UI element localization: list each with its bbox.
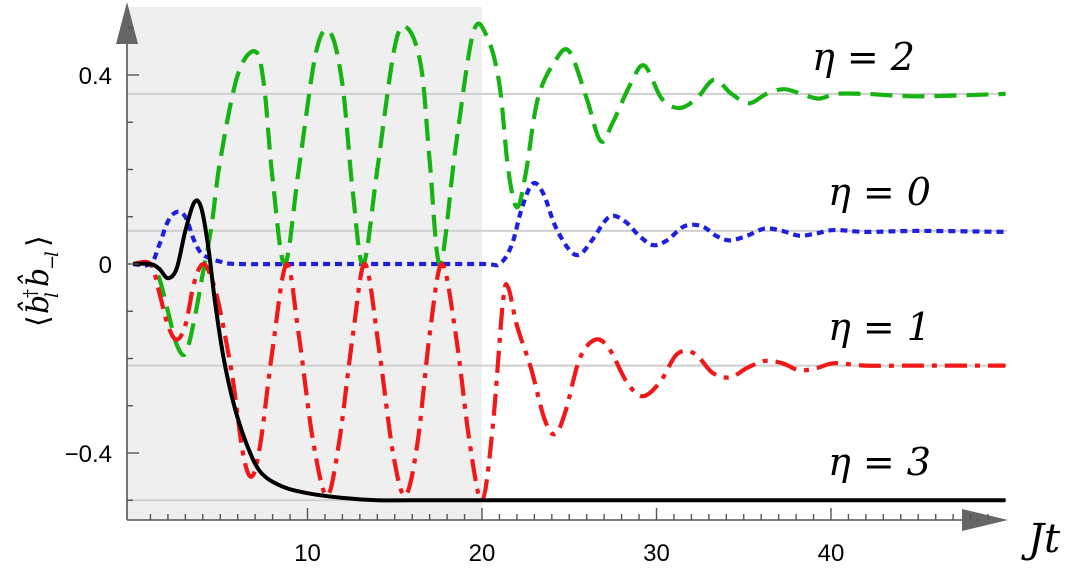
svg-text:−: − xyxy=(42,255,63,270)
series-label: η = 3 xyxy=(828,440,931,484)
series-line-2 xyxy=(132,21,1006,358)
x-axis-arrow-icon xyxy=(962,509,1008,531)
x-tick-label: 40 xyxy=(818,540,845,567)
series-layer xyxy=(132,21,1006,503)
series-line-1 xyxy=(132,259,1006,503)
svg-text:b̂: b̂ xyxy=(17,268,56,287)
y-axis-label: ⟨ b̂ † l b̂ − l ⟩ xyxy=(17,235,63,327)
x-tick-label: 10 xyxy=(294,540,321,567)
series-line-0 xyxy=(132,181,1006,268)
x-tick-label: 20 xyxy=(469,540,496,567)
series-label: η = 0 xyxy=(828,170,931,214)
tick-labels: 10 20 30 40 −0.4 0 0.4 xyxy=(65,63,845,567)
y-axis-arrow-icon xyxy=(116,2,138,44)
svg-text:l: l xyxy=(42,251,63,257)
x-tick-label: 30 xyxy=(643,540,670,567)
axis-ticks xyxy=(127,27,989,520)
series-label: η = 2 xyxy=(812,35,915,79)
y-tick-label: 0 xyxy=(99,252,112,279)
series-label: η = 1 xyxy=(828,305,931,349)
svg-text:⟨: ⟨ xyxy=(21,315,56,327)
svg-text:l: l xyxy=(42,292,63,298)
svg-text:⟩: ⟩ xyxy=(21,235,56,247)
series-line-3 xyxy=(132,198,1006,503)
y-tick-label: 0.4 xyxy=(79,63,112,90)
x-axis-label: Jt xyxy=(1021,516,1061,562)
svg-text:†: † xyxy=(20,289,41,298)
y-tick-label: −0.4 xyxy=(65,441,112,468)
series-labels: η = 2 η = 0 η = 1 η = 3 xyxy=(812,35,931,484)
svg-text:b̂: b̂ xyxy=(17,295,56,314)
